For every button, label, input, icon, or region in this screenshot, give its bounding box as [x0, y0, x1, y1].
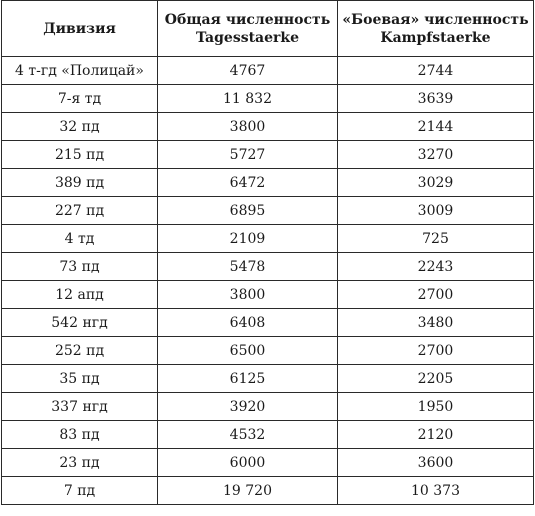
cell-division: 12 апд — [1, 280, 158, 309]
cell-total: 11 832 — [157, 84, 338, 113]
cell-combat: 3600 — [337, 448, 534, 477]
table-row: 35 пд 6125 2205 — [1, 364, 534, 393]
table-row: 23 пд 6000 3600 — [1, 448, 534, 477]
cell-division: 337 нгд — [1, 392, 158, 421]
cell-total: 4767 — [157, 56, 338, 85]
cell-total: 3800 — [157, 112, 338, 141]
cell-combat: 10 373 — [337, 476, 534, 505]
cell-combat: 725 — [337, 224, 534, 253]
header-combat-strength: «Боевая» численность Kampfstaerke — [337, 0, 534, 57]
table-row: 337 нгд 3920 1950 — [1, 392, 534, 421]
cell-total: 6895 — [157, 196, 338, 225]
cell-total: 2109 — [157, 224, 338, 253]
header-total-strength: Общая численность Tagesstaerke — [157, 0, 338, 57]
header-division-label: Дивизия — [43, 20, 116, 37]
cell-division: 252 пд — [1, 336, 158, 365]
header-combat-label-ru: «Боевая» численность — [342, 11, 529, 28]
table-row: 32 пд 3800 2144 — [1, 112, 534, 141]
cell-division: 542 нгд — [1, 308, 158, 337]
cell-combat: 3270 — [337, 140, 534, 169]
cell-division: 35 пд — [1, 364, 158, 393]
cell-division: 4 т-гд «Полицай» — [1, 56, 158, 85]
header-total-label-ru: Общая численность — [164, 11, 331, 28]
cell-total: 6125 — [157, 364, 338, 393]
cell-combat: 1950 — [337, 392, 534, 421]
table-row: 73 пд 5478 2243 — [1, 252, 534, 281]
cell-combat: 2144 — [337, 112, 534, 141]
division-strength-table: Дивизия Общая численность Tagesstaerke «… — [1, 0, 534, 505]
cell-division: 7 пд — [1, 476, 158, 505]
cell-division: 4 тд — [1, 224, 158, 253]
table-header: Дивизия Общая численность Tagesstaerke «… — [1, 0, 534, 57]
header-row: Дивизия Общая численность Tagesstaerke «… — [1, 0, 534, 57]
cell-total: 3920 — [157, 392, 338, 421]
cell-total: 6408 — [157, 308, 338, 337]
cell-division: 7-я тд — [1, 84, 158, 113]
table-row: 252 пд 6500 2700 — [1, 336, 534, 365]
cell-division: 389 пд — [1, 168, 158, 197]
cell-combat: 2120 — [337, 420, 534, 449]
cell-combat: 2700 — [337, 336, 534, 365]
cell-combat: 3029 — [337, 168, 534, 197]
cell-total: 3800 — [157, 280, 338, 309]
table-row: 7 пд 19 720 10 373 — [1, 476, 534, 505]
cell-combat: 2205 — [337, 364, 534, 393]
cell-combat: 2243 — [337, 252, 534, 281]
table-row: 227 пд 6895 3009 — [1, 196, 534, 225]
table-row: 7-я тд 11 832 3639 — [1, 84, 534, 113]
cell-total: 6472 — [157, 168, 338, 197]
cell-division: 215 пд — [1, 140, 158, 169]
cell-combat: 3009 — [337, 196, 534, 225]
cell-combat: 3480 — [337, 308, 534, 337]
cell-combat: 2744 — [337, 56, 534, 85]
cell-total: 4532 — [157, 420, 338, 449]
cell-total: 6500 — [157, 336, 338, 365]
cell-combat: 3639 — [337, 84, 534, 113]
table-row: 12 апд 3800 2700 — [1, 280, 534, 309]
table-row: 4 т-гд «Полицай» 4767 2744 — [1, 56, 534, 85]
header-division: Дивизия — [1, 0, 158, 57]
table-row: 4 тд 2109 725 — [1, 224, 534, 253]
cell-total: 19 720 — [157, 476, 338, 505]
table-row: 215 пд 5727 3270 — [1, 140, 534, 169]
cell-total: 5727 — [157, 140, 338, 169]
table-row: 83 пд 4532 2120 — [1, 420, 534, 449]
cell-total: 6000 — [157, 448, 338, 477]
cell-division: 73 пд — [1, 252, 158, 281]
table-body: 4 т-гд «Полицай» 4767 2744 7-я тд 11 832 363… — [1, 56, 534, 505]
table-row: 389 пд 6472 3029 — [1, 168, 534, 197]
header-total-label-de: Tagesstaerke — [195, 29, 300, 46]
cell-division: 227 пд — [1, 196, 158, 225]
header-combat-label-de: Kampfstaerke — [380, 29, 491, 46]
cell-division: 23 пд — [1, 448, 158, 477]
cell-division: 32 пд — [1, 112, 158, 141]
cell-combat: 2700 — [337, 280, 534, 309]
table-row: 542 нгд 6408 3480 — [1, 308, 534, 337]
cell-total: 5478 — [157, 252, 338, 281]
cell-division: 83 пд — [1, 420, 158, 449]
